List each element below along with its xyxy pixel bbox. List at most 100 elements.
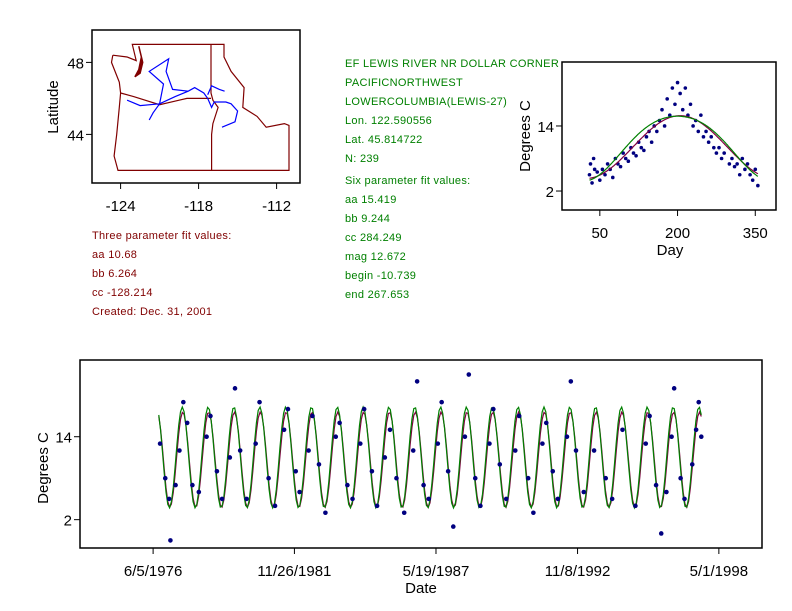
ts-point <box>620 427 625 433</box>
day-point <box>644 135 649 139</box>
ts-point <box>333 434 339 440</box>
day-point <box>639 145 644 150</box>
ts-point <box>466 372 472 377</box>
day-point <box>610 175 615 180</box>
ts-point <box>503 496 509 502</box>
day-point <box>743 167 747 172</box>
day-fit-three-param <box>589 115 759 179</box>
ts-xtick-label: 5/1/1998 <box>690 563 748 580</box>
ts-point <box>671 386 677 391</box>
station-lon: Lon. 122.590556 <box>345 115 433 127</box>
ts-point <box>357 441 363 446</box>
day-point <box>605 162 610 166</box>
day-point <box>655 129 659 134</box>
ts-point <box>550 468 556 474</box>
ts-point <box>190 482 195 488</box>
station-lat: Lat. 45.814722 <box>345 134 423 146</box>
ts-ylabel: Degrees C <box>35 432 52 504</box>
day-point <box>626 159 631 164</box>
ts-point <box>633 503 638 509</box>
ts-fit-three-param <box>158 410 702 510</box>
ts-point <box>543 420 549 426</box>
ts-point <box>196 489 202 495</box>
ts-point <box>414 379 420 384</box>
day-point <box>590 181 594 185</box>
station-info: EF LEWIS RIVER NR DOLLAR CORNER PACIFICN… <box>345 55 559 169</box>
ts-point <box>609 496 615 502</box>
day-point <box>588 162 593 166</box>
ts-point <box>421 482 426 488</box>
day-point <box>748 172 752 177</box>
map-frame <box>91 29 301 184</box>
ts-point <box>244 496 249 502</box>
day-point <box>719 156 724 161</box>
day-point <box>631 151 636 155</box>
day-point <box>745 162 750 166</box>
ts-point <box>345 482 350 488</box>
ts-point <box>361 406 367 412</box>
ts-point <box>253 441 258 446</box>
ts-point <box>272 503 278 509</box>
ts-point <box>387 427 393 433</box>
ts-point <box>410 448 416 453</box>
day-point <box>704 129 708 134</box>
day-point <box>600 167 605 172</box>
ts-xtick-label: 6/5/1976 <box>124 563 182 580</box>
ts-point <box>669 434 674 440</box>
day-point <box>595 170 600 174</box>
station-basin: LOWERCOLUMBIA(LEWIS-27) <box>345 96 508 108</box>
ts-point <box>214 468 220 474</box>
ts-point <box>439 399 444 405</box>
ts-point <box>658 531 664 536</box>
ts-point <box>682 496 687 502</box>
ts-point <box>696 399 702 405</box>
ts-point <box>497 462 503 467</box>
day-point <box>701 135 706 139</box>
station-region: PACIFICNORTHWEST <box>345 77 464 89</box>
ts-point <box>689 462 695 467</box>
ts-point <box>555 496 561 502</box>
day-point <box>717 145 721 150</box>
ts-point <box>394 475 399 481</box>
ts-point <box>382 455 388 460</box>
ts-point <box>266 475 271 481</box>
day-xlabel: Day <box>657 242 684 259</box>
ts-point <box>516 413 522 419</box>
ts-point <box>257 399 262 405</box>
three-param-bb: bb 6.264 <box>92 268 138 280</box>
ts-point <box>166 496 172 502</box>
three-param-cc: cc -128.214 <box>92 287 153 299</box>
ts-point <box>227 455 233 460</box>
ts-point <box>208 413 213 419</box>
day-point <box>709 135 714 139</box>
day-point <box>662 124 667 128</box>
day-ylabel: Degrees C <box>517 100 534 172</box>
six-param-mag: mag 12.672 <box>345 251 407 263</box>
ts-point <box>297 489 302 495</box>
ts-point <box>162 475 168 481</box>
ts-point <box>369 468 375 474</box>
ts-xtick-label: 5/19/1987 <box>403 563 470 580</box>
day-point <box>675 80 680 85</box>
day-point <box>688 102 693 107</box>
ts-point <box>531 510 536 516</box>
ts-point <box>478 503 483 509</box>
ts-point <box>184 420 190 426</box>
created-date: Created: Dec. 31, 2001 <box>92 306 213 318</box>
ts-point <box>316 462 322 467</box>
puget-sound <box>134 46 144 78</box>
day-point <box>699 113 703 117</box>
station-n: N: 239 <box>345 153 380 165</box>
day-point <box>714 151 719 155</box>
map-ytick-label: 48 <box>67 55 84 72</box>
ts-point <box>219 496 225 502</box>
ts-point <box>285 406 291 412</box>
ts-point <box>698 434 704 440</box>
map-ytick-label: 44 <box>67 127 84 144</box>
ts-point <box>306 448 311 453</box>
ts-point <box>472 475 478 481</box>
ts-point <box>337 420 342 426</box>
day-point <box>591 156 596 161</box>
day-point <box>665 97 669 101</box>
day-point <box>642 148 646 153</box>
